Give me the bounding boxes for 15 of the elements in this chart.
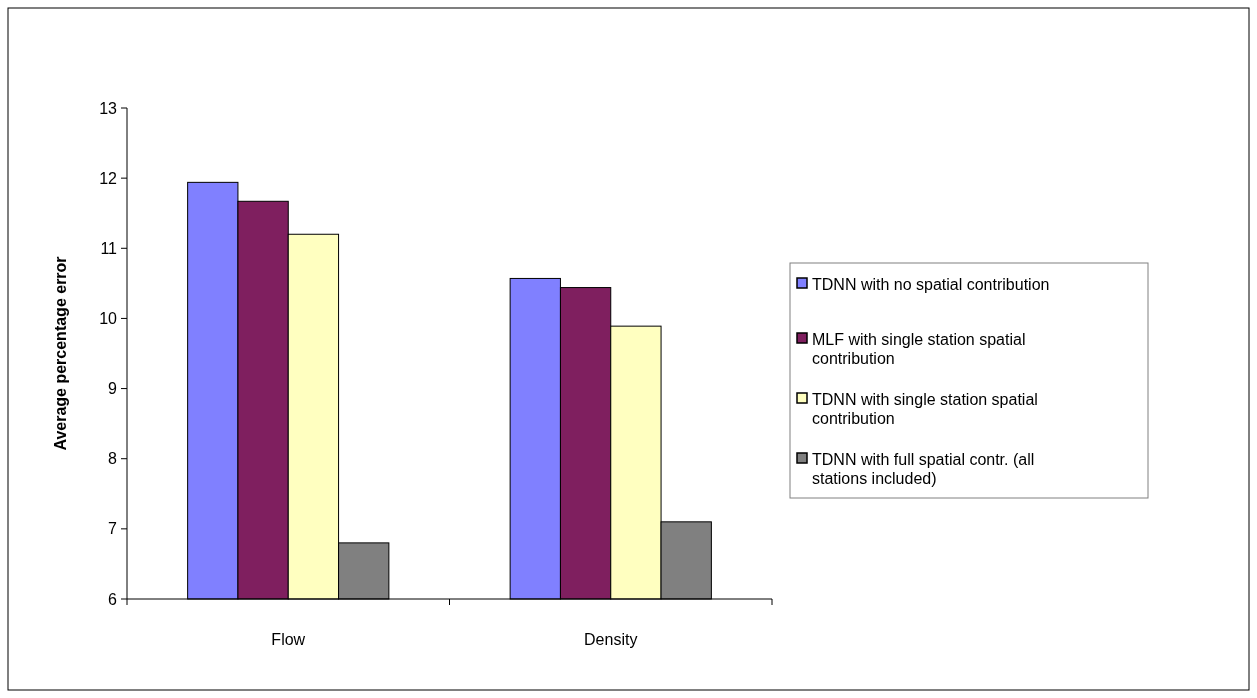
legend-label: TDNN with no spatial contribution [812,276,1050,293]
x-tick-label: Flow [271,631,306,648]
y-tick-label: 13 [99,99,118,117]
legend-label: TDNN with single station spatial contribution [812,391,1038,427]
y-tick-label: 11 [100,239,118,257]
legend-label: TDNN with full spatial contr. (all stations included) [812,451,1035,487]
legend-label: MLF with single station spatial contribution [812,331,1026,367]
x-tick-label: Density [584,631,638,648]
y-tick-label: 10 [99,310,118,328]
y-tick-label: 7 [108,520,118,538]
y-tick-label: 9 [108,380,118,398]
y-tick-label: 6 [108,590,118,608]
y-tick-label: 8 [108,450,118,468]
y-axis-title: Average percentage error [52,256,69,451]
y-tick-label: 12 [99,169,118,187]
